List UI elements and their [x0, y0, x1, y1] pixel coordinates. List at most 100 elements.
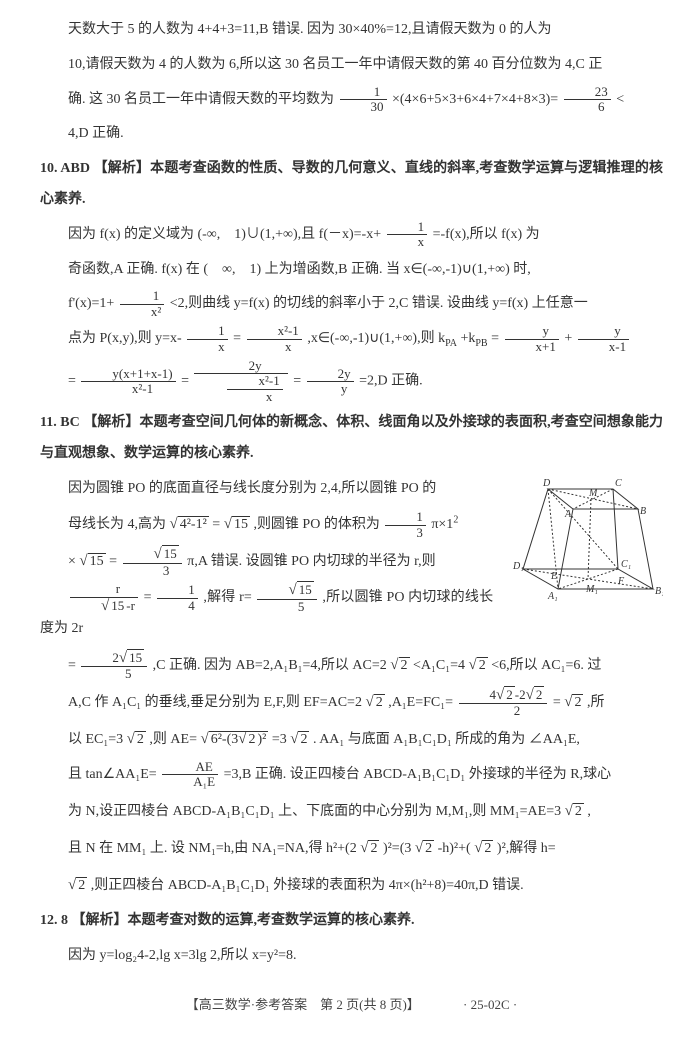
q10-num: 10. ABD — [40, 161, 90, 176]
q11-l10b: )²=(3 — [383, 841, 411, 856]
q10-l3b: <2,则曲线 y=f(x) 的切线的斜率小于 2,C 错误. 设曲线 y=f(x… — [170, 296, 588, 311]
frac-2sqrt15-5: 2√155 — [81, 650, 147, 682]
q10-l5d: =2,D 正确. — [359, 374, 423, 389]
q11-l7d: . AA₁ 与底面 A₁B₁C₁D₁ 所成的角为 ∠AA₁E, — [313, 732, 580, 747]
q11-head: 11. BC 【解析】本题考查空间几何体的新概念、体积、线面角以及外接球的表面积… — [40, 408, 663, 470]
q11-l6c: = — [553, 695, 561, 710]
frac-big1: y(x+1+x-1)x²-1 — [81, 367, 175, 397]
q11-heading: 【解析】本题考查空间几何体的新概念、体积、线面角以及外接球的表面积,考查空间想象… — [40, 415, 663, 461]
q10-l1b: =-f(x),所以 f(x) 为 — [433, 227, 540, 242]
q11-l4a: = — [144, 590, 152, 605]
q11-l10d: )²,解得 h= — [497, 841, 556, 856]
frac-1-3: 13 — [385, 510, 426, 540]
page-footer: 【高三数学·参考答案 第 2 页(共 8 页)】 · 25-02C · — [40, 991, 663, 1020]
q11-l7a: 以 EC₁=3 — [68, 732, 123, 747]
frac-23-6: 236 — [564, 85, 611, 115]
q10-l4b: = — [233, 331, 241, 346]
q11-l6d: ,所 — [587, 695, 605, 710]
svg-text:M: M — [588, 488, 598, 499]
frac-1-x: 1x — [387, 220, 428, 250]
svg-text:C₁: C₁ — [621, 559, 631, 570]
q11-l7c: =3 — [272, 732, 287, 747]
q11-l8b: =3,B 正确. 设正四棱台 ABCD-A₁B₁C₁D₁ 外接球的半径为 R,球… — [224, 767, 612, 782]
footer-right: · 25-02C · — [463, 991, 517, 1020]
svg-text:D: D — [542, 478, 551, 489]
svg-text:D₁: D₁ — [512, 561, 524, 572]
q10-l2: 奇函数,A 正确. f(x) 在 ( ∞, 1) 上为增函数,B 正确. 当 x… — [40, 255, 663, 286]
q12-head: 12. 8 【解析】本题考查对数的运算,考查数学运算的核心素养. — [40, 906, 663, 937]
q10-l3a: f'(x)=1+ — [68, 296, 114, 311]
q11-l5b: ,C 正确. 因为 AB=2,A₁B₁=4,所以 AC=2 — [153, 658, 387, 673]
q11-l2a: 母线长为 4,高为 — [68, 517, 166, 532]
q9-l3c: < — [616, 92, 624, 107]
frac-sqrt15-5: √155 — [257, 582, 316, 614]
q10-l3: f'(x)=1+ 1x² <2,则曲线 y=f(x) 的切线的斜率小于 2,C … — [40, 289, 663, 320]
q11-l10: 且 N 在 MM₁ 上. 设 NM₁=h,由 NA₁=NA,得 h²+(2 √2… — [40, 832, 663, 865]
q10-head: 10. ABD 【解析】本题考查函数的性质、导数的几何意义、直线的斜率,考查数学… — [40, 154, 663, 216]
q9-l3b: ×(4×6+5×3+6×4+7×4+8×3)= — [392, 92, 558, 107]
q11-l2b: = — [212, 517, 220, 532]
frac-1-30: 130 — [340, 85, 387, 115]
svg-text:C: C — [615, 478, 622, 489]
q12-l1: 因为 y=log₂4-2,lg x=3lg 2,所以 x=y²=8. — [40, 941, 663, 972]
q11-l9b: , — [587, 804, 591, 819]
q10-l4d: +k — [460, 331, 475, 346]
q11-l9a: 为 N,设正四棱台 ABCD-A₁B₁C₁D₁ 上、下底面的中心分别为 M,M₁… — [68, 804, 561, 819]
q11-l6: A,C 作 A₁C₁ 的垂线,垂足分别为 E,F,则 EF=AC=2 √2 ,A… — [40, 686, 663, 719]
q11-l7b: ,则 AE= — [149, 732, 197, 747]
q11-l6b: ,A₁E=FC₁= — [388, 695, 453, 710]
frac-1-x-b: 1x — [187, 324, 228, 354]
q11-l6a: A,C 作 A₁C₁ 的垂线,垂足分别为 E,F,则 EF=AC=2 — [68, 695, 362, 710]
frac-r: r√15-r — [70, 582, 138, 614]
q10-l4a: 点为 P(x,y),则 y=x- — [68, 331, 182, 346]
frac-y-xm1: yx-1 — [578, 324, 629, 354]
frac-x2m1-x: x²-1x — [247, 324, 302, 354]
svg-text:B: B — [640, 506, 646, 517]
q11-l4b: ,解得 r= — [203, 590, 251, 605]
frac-1-x2: 1x² — [120, 289, 164, 319]
q11-l10a: 且 N 在 MM₁ 上. 设 NM₁=h,由 NA₁=NA,得 h²+(2 — [68, 841, 357, 856]
svg-text:A: A — [564, 509, 572, 520]
q11-l11: √2 ,则正四棱台 ABCD-A₁B₁C₁D₁ 外接球的表面积为 4π×(h²+… — [40, 869, 663, 902]
footer-center: 【高三数学·参考答案 第 2 页(共 8 页)】 — [186, 997, 420, 1012]
q9-line1: 天数大于 5 的人数为 4+4+3=11,B 错误. 因为 30×40%=12,… — [40, 15, 663, 46]
q9-l3a: 确. 这 30 名员工一年中请假天数的平均数为 — [68, 92, 334, 107]
q11-l3c: π,A 错误. 设圆锥 PO 内切球的半径为 r,则 — [187, 554, 435, 569]
svg-text:A₁: A₁ — [547, 591, 558, 602]
q10-l4c: ,x∈(-∞,-1)∪(1,+∞),则 k — [307, 331, 445, 346]
q10-l5c: = — [293, 374, 301, 389]
q11-l5c: <A₁C₁=4 — [413, 658, 465, 673]
q10-l4: 点为 P(x,y),则 y=x- 1x = x²-1x ,x∈(-∞,-1)∪(… — [40, 324, 663, 355]
q11-l3b: = — [109, 554, 117, 569]
q11-l5a: = — [68, 658, 76, 673]
q10-l1: 因为 f(x) 的定义域为 (-∞, 1)∪(1,+∞),且 f(－x)=-x+… — [40, 220, 663, 251]
svg-text:F: F — [617, 576, 625, 587]
q10-l1a: 因为 f(x) 的定义域为 (-∞, 1)∪(1,+∞),且 f(－x)=-x+ — [68, 227, 381, 242]
q11-l11a: ,则正四棱台 ABCD-A₁B₁C₁D₁ 外接球的表面积为 4π×(h²+8)=… — [91, 878, 524, 893]
frac-y-xp1: yx+1 — [505, 324, 559, 354]
frac-big2: 2yx²-1x — [194, 359, 287, 404]
q11-l7: 以 EC₁=3 √2 ,则 AE= √6²-(3√2)² =3 √2 . AA₁… — [40, 723, 663, 756]
q11-l2c: ,则圆锥 PO 的体积为 — [253, 517, 379, 532]
q11-l8a: 且 tan∠AA₁E= — [68, 767, 157, 782]
svg-text:E: E — [550, 571, 557, 582]
svg-text:B₁: B₁ — [655, 586, 663, 597]
q10-l5a: = — [68, 374, 76, 389]
q9-line2: 10,请假天数为 4 的人数为 6,所以这 30 名员工一年中请假天数的第 40… — [40, 50, 663, 81]
q11-l3a: × — [68, 554, 76, 569]
q10-l5: = y(x+1+x-1)x²-1 = 2yx²-1x = 2yy =2,D 正确… — [40, 359, 663, 404]
frustum-diagram: D C A B M D₁ C₁ A₁ B₁ M₁ E F — [503, 474, 663, 604]
q10-l5b: = — [181, 374, 189, 389]
q12-num: 12. 8 — [40, 913, 68, 928]
frac-ae-a1e: AEA₁E — [162, 760, 218, 790]
svg-text:M₁: M₁ — [585, 584, 598, 595]
q11-l10c: -h)²+( — [438, 841, 471, 856]
frac-sqrt15-3: √153 — [123, 546, 182, 578]
q11-l8: 且 tan∠AA₁E= AEA₁E =3,B 正确. 设正四棱台 ABCD-A₁… — [40, 760, 663, 791]
q11-l5d: <6,所以 AC₁=6. 过 — [491, 658, 601, 673]
frac-1-4: 14 — [157, 583, 198, 613]
q11-l9: 为 N,设正四棱台 ABCD-A₁B₁C₁D₁ 上、下底面的中心分别为 M,M₁… — [40, 795, 663, 828]
q11-num: 11. BC — [40, 415, 80, 430]
frac-2y-y: 2yy — [307, 367, 354, 397]
q10-l4e: = — [491, 331, 499, 346]
